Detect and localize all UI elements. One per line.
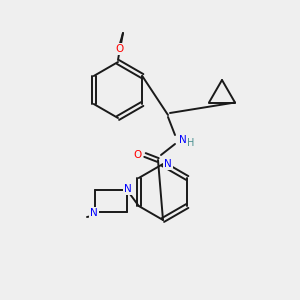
Text: N: N (179, 135, 187, 145)
Text: N: N (164, 159, 172, 169)
Text: N: N (90, 208, 98, 218)
Text: N: N (124, 184, 132, 194)
Text: O: O (116, 44, 124, 54)
Text: H: H (187, 138, 194, 148)
Text: O: O (134, 150, 142, 160)
